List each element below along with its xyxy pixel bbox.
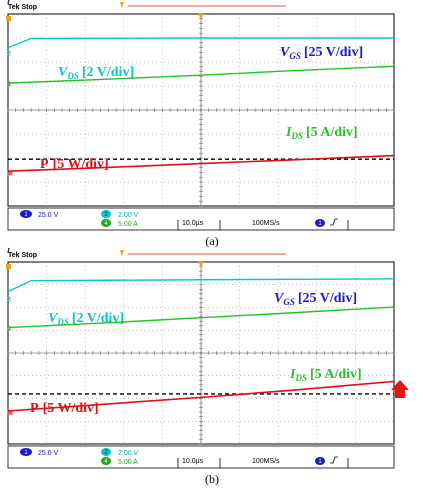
- channel-marker-ids: 4: [7, 326, 11, 333]
- trace-label-symbol: I: [289, 367, 296, 382]
- trigger-marker: [198, 262, 204, 267]
- trace-label-scale: [2 V/div]: [82, 65, 134, 80]
- trace-vgs: [7, 248, 10, 254]
- ch2-scale: 2.00 V: [118, 450, 139, 457]
- trace-label-scale: [25 V/div]: [298, 291, 357, 306]
- ch4-badge-number: 4: [104, 459, 108, 465]
- trace-label-vgs: VGS [25 V/div]: [274, 291, 357, 307]
- timebase-readout: 10.0µs: [182, 458, 204, 465]
- ch2-badge: [101, 210, 111, 218]
- trace-label-scale: [25 V/div]: [304, 45, 363, 60]
- trace-label-symbol: I: [285, 125, 292, 140]
- increase-arrow-icon: [391, 379, 409, 398]
- ch1-badge-number: 1: [24, 212, 28, 218]
- trace-label-subscript: GS: [289, 51, 301, 61]
- trace-label-symbol: P: [30, 401, 39, 416]
- ch2-badge: [101, 448, 111, 456]
- trigger-source-number: 1: [318, 459, 322, 465]
- caption-b: (b): [205, 472, 219, 486]
- ch4-scale: 5.00 A: [118, 459, 138, 466]
- trace-label-p: P [5 W/div]: [40, 157, 109, 172]
- caption-a: (a): [205, 234, 219, 248]
- trace-label-symbol: V: [58, 65, 69, 80]
- ch4-badge-number: 4: [104, 221, 108, 227]
- trace-label-subscript: GS: [283, 297, 295, 307]
- ch1-badge: [20, 210, 32, 218]
- trigger-level-marker: [6, 16, 11, 21]
- ch4-scale: 5.00 A: [118, 221, 138, 228]
- trace-label-subscript: DS: [66, 71, 79, 81]
- ch4-badge: [101, 219, 111, 227]
- trace-label-scale: [5 A/div]: [310, 367, 362, 382]
- trigger-source-badge: [315, 457, 325, 465]
- ch2-scale: 2.00 V: [118, 212, 139, 219]
- trace-ids: [7, 65, 395, 84]
- trace-ids: [7, 306, 395, 329]
- trace-label-subscript: DS: [294, 373, 307, 383]
- ch1-scale: 25.0 V: [38, 212, 59, 219]
- scope-status-header: Tek Stop: [8, 4, 37, 11]
- channel-marker-vds: 2: [7, 296, 11, 303]
- trigger-source-number: 1: [318, 221, 322, 227]
- trace-label-vds: VDS [2 V/div]: [58, 65, 134, 81]
- ch1-badge: [20, 448, 32, 456]
- trace-label-scale: [5 W/div]: [53, 157, 109, 172]
- trace-vgs: [7, 0, 10, 5]
- ch1-scale: 25.0 V: [38, 450, 59, 457]
- trace-label-symbol: P: [40, 157, 49, 172]
- trace-label-scale: [5 W/div]: [43, 401, 99, 416]
- trace-label-symbol: V: [48, 311, 59, 326]
- ch2-badge-number: 2: [104, 450, 108, 456]
- trace-label-symbol: V: [280, 45, 291, 60]
- ch2-badge-number: 2: [104, 212, 108, 218]
- trace-vds: [7, 278, 395, 293]
- channel-marker-vds: 2: [7, 50, 11, 57]
- trigger-position-marker: [119, 2, 124, 8]
- ch1-badge-number: 1: [24, 450, 28, 456]
- trigger-slope-icon: [330, 456, 338, 464]
- channel-marker-ids: 4: [7, 82, 11, 89]
- trace-p: [7, 380, 395, 412]
- trace-p: [7, 154, 395, 172]
- trigger-marker: [198, 14, 204, 19]
- scope-status-header: Tek Stop: [8, 252, 37, 259]
- sample-rate-readout: 100MS/s: [252, 220, 280, 227]
- trace-label-vgs: VGS [25 V/div]: [280, 45, 363, 61]
- trace-label-symbol: V: [274, 291, 285, 306]
- trace-label-scale: [5 A/div]: [306, 125, 358, 140]
- channel-marker-p: M: [7, 170, 13, 177]
- trace-label-subscript: DS: [290, 131, 303, 141]
- trigger-slope-icon: [330, 218, 338, 226]
- trace-label-ids: IDS [5 A/div]: [289, 367, 362, 383]
- trace-vds: [7, 37, 394, 49]
- trace-label-ids: IDS [5 A/div]: [285, 125, 358, 141]
- trace-label-p: P [5 W/div]: [30, 401, 99, 416]
- trace-label-subscript: DS: [56, 317, 69, 327]
- timebase-readout: 10.0µs: [182, 220, 204, 227]
- trigger-source-badge: [315, 219, 325, 227]
- trigger-position-marker: [119, 250, 124, 256]
- sample-rate-readout: 100MS/s: [252, 458, 280, 465]
- trigger-level-marker: [6, 264, 11, 269]
- channel-marker-p: M: [7, 410, 13, 417]
- ch4-badge: [101, 457, 111, 465]
